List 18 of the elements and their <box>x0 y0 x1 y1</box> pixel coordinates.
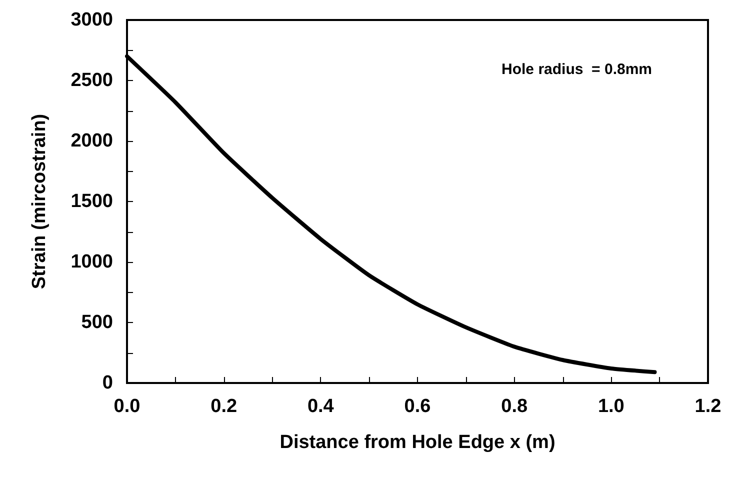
x-tick-label: 0.8 <box>501 396 528 417</box>
y-tick-label: 500 <box>81 312 113 333</box>
x-tick-label: 1.0 <box>598 396 624 417</box>
y-tick-label: 1500 <box>70 191 113 212</box>
y-tick-label: 0 <box>102 372 113 394</box>
x-tick-label: 1.2 <box>694 396 722 417</box>
y-tick-label: 3000 <box>70 10 113 30</box>
y-tick-label: 2000 <box>70 130 113 152</box>
x-tick-label: 0.2 <box>210 396 238 417</box>
x-axis-title: Distance from Hole Edge x (m) <box>280 432 556 453</box>
y-tick-label: 2500 <box>70 70 113 91</box>
x-tick-label: 0.6 <box>404 396 431 417</box>
y-tick-label: 1000 <box>70 252 113 272</box>
annotation: Hole radius = 0.8mm <box>502 61 652 78</box>
y-axis-title: Strain (mircostrain) <box>29 114 50 290</box>
x-tick-label: 0.0 <box>114 396 140 417</box>
x-tick-label: 0.4 <box>307 396 334 417</box>
line-series <box>125 54 657 374</box>
